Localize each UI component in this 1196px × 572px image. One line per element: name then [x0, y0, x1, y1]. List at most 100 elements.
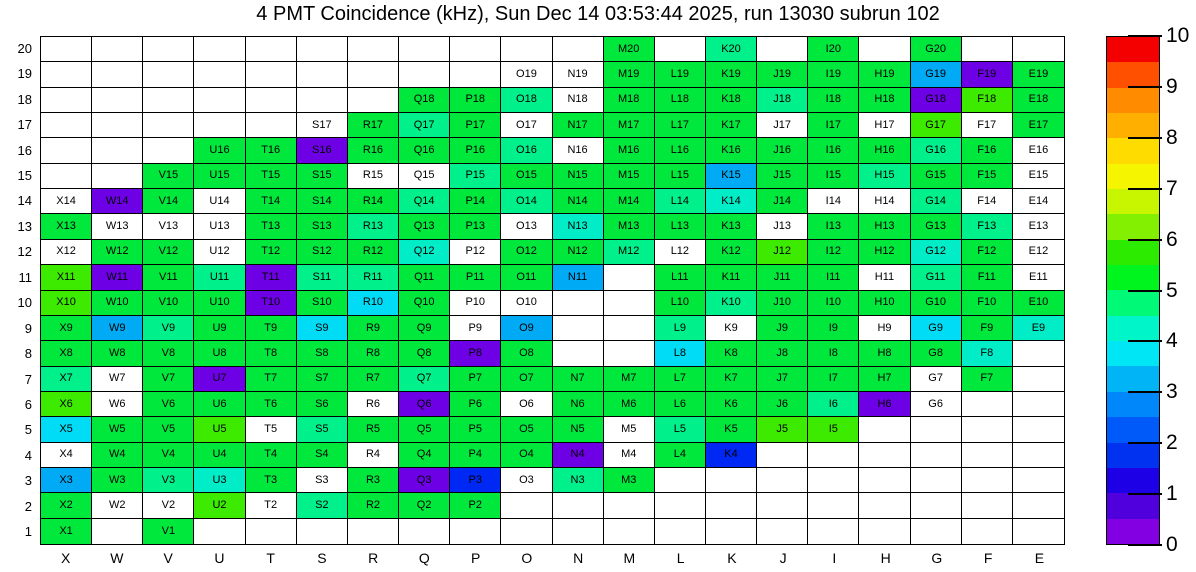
heatmap-cell: T14 — [245, 189, 297, 215]
heatmap-cell: U5 — [194, 417, 246, 443]
y-axis-tick-label: 3 — [24, 473, 32, 489]
heatmap-cell: M18 — [603, 87, 655, 114]
heatmap-cell: Q2 — [399, 493, 451, 519]
heatmap-cell: L11 — [654, 265, 706, 291]
heatmap-cell: M20 — [603, 37, 655, 63]
heatmap-cell: X2 — [41, 493, 93, 519]
colorbar-band — [1107, 239, 1159, 266]
empty-cell — [808, 518, 860, 544]
heatmap-cell: U3 — [194, 467, 246, 494]
y-axis-tick-label: 15 — [17, 167, 32, 183]
empty-cell — [399, 62, 451, 88]
heatmap-cell: P18 — [450, 87, 502, 114]
heatmap-cell: U4 — [194, 442, 246, 468]
heatmap-cell: M16 — [603, 138, 655, 164]
empty-cell — [655, 518, 706, 544]
heatmap-cell: K10 — [705, 290, 758, 316]
heatmap-cell: H17 — [859, 113, 911, 139]
empty-cell — [194, 518, 246, 544]
heatmap-cell: V3 — [143, 467, 195, 494]
heatmap-cell: T7 — [245, 366, 297, 392]
heatmap-cell: H8 — [859, 341, 911, 367]
empty-cell — [859, 417, 911, 443]
empty-cell — [92, 113, 144, 139]
heatmap-cell: P6 — [450, 391, 502, 418]
colorbar-tick-label: 0 — [1166, 533, 1178, 556]
heatmap-cell: N6 — [552, 391, 604, 418]
x-axis-tick-label: E — [1034, 550, 1045, 566]
heatmap-cell: S13 — [296, 214, 348, 240]
heatmap-cell: X10 — [41, 290, 93, 316]
empty-cell — [245, 62, 297, 88]
y-axis-tick-label: 20 — [17, 40, 32, 56]
empty-cell — [859, 467, 911, 494]
heatmap-cell: J9 — [757, 315, 809, 342]
heatmap-cell: I9 — [808, 315, 860, 342]
heatmap-cell: K7 — [705, 366, 758, 392]
colorbar-tick-label: 6 — [1166, 227, 1178, 251]
heatmap-cell: G6 — [910, 391, 962, 418]
heatmap-cell: K15 — [705, 163, 758, 190]
heatmap-cell: E10 — [1012, 290, 1064, 316]
heatmap-cell: G7 — [910, 366, 962, 392]
heatmap-cell: S5 — [296, 417, 348, 443]
x-axis-tick-label: X — [60, 550, 71, 566]
heatmap-cell: W8 — [92, 341, 144, 367]
heatmap-cell: I16 — [808, 138, 860, 164]
heatmap-cell: V14 — [143, 189, 195, 215]
heatmap-cell: I17 — [808, 113, 860, 139]
colorbar-band — [1107, 518, 1159, 544]
heatmap-cell: U7 — [194, 366, 246, 392]
heatmap-cell: H6 — [859, 391, 911, 418]
empty-cell — [705, 467, 758, 494]
empty-cell — [910, 493, 962, 519]
heatmap-cell: V11 — [143, 265, 195, 291]
heatmap-cell: S6 — [296, 391, 348, 418]
empty-cell — [92, 62, 144, 88]
colorbar-band — [1107, 138, 1159, 164]
empty-cell — [706, 518, 758, 544]
empty-cell — [808, 442, 860, 468]
heatmap-cell: U10 — [194, 290, 246, 316]
colorbar-tick — [1128, 391, 1162, 394]
y-axis-tick-label: 10 — [17, 295, 32, 311]
heatmap-cell: K6 — [705, 391, 758, 418]
heatmap-cell: F14 — [961, 189, 1013, 215]
heatmap-cell: Q6 — [399, 391, 451, 418]
heatmap-cell: H16 — [859, 138, 911, 164]
empty-cell — [603, 265, 655, 291]
heatmap-cell: X1 — [41, 518, 93, 544]
heatmap-cell: Q7 — [399, 366, 451, 392]
heatmap-cell: X9 — [41, 315, 93, 342]
y-axis-tick-label: 12 — [17, 244, 32, 260]
x-axis-tick-label: W — [110, 550, 124, 566]
empty-cell — [859, 518, 911, 544]
heatmap-cell: Q3 — [399, 467, 451, 494]
heatmap-cell: I7 — [808, 366, 860, 392]
empty-cell — [92, 518, 144, 544]
heatmap-cell: M13 — [603, 214, 655, 240]
empty-cell — [910, 417, 962, 443]
heatmap-cell: K14 — [705, 189, 758, 215]
heatmap-cell: O12 — [501, 239, 553, 266]
heatmap-cell: W4 — [92, 442, 144, 468]
heatmap-cell: L18 — [654, 87, 706, 114]
heatmap-cell: G19 — [910, 62, 962, 88]
heatmap-cell: R6 — [347, 391, 400, 418]
colorbar — [1106, 36, 1160, 545]
heatmap-cell: U12 — [194, 239, 246, 266]
x-axis-tick-label: F — [983, 550, 993, 566]
heatmap-cell: H7 — [859, 366, 911, 392]
empty-cell — [911, 518, 962, 544]
heatmap-cell: V8 — [143, 341, 195, 367]
heatmap-cell: U13 — [194, 214, 246, 240]
heatmap-cell: K18 — [705, 87, 758, 114]
heatmap-cell: K17 — [705, 113, 758, 139]
empty-cell — [347, 62, 400, 88]
heatmap-cell: P12 — [450, 239, 502, 266]
colorbar-band — [1107, 341, 1159, 367]
heatmap-cell: H12 — [859, 239, 911, 266]
heatmap-cell: N15 — [552, 163, 604, 190]
heatmap-cell: R11 — [347, 265, 400, 291]
colorbar-tick-label: 3 — [1166, 380, 1178, 404]
